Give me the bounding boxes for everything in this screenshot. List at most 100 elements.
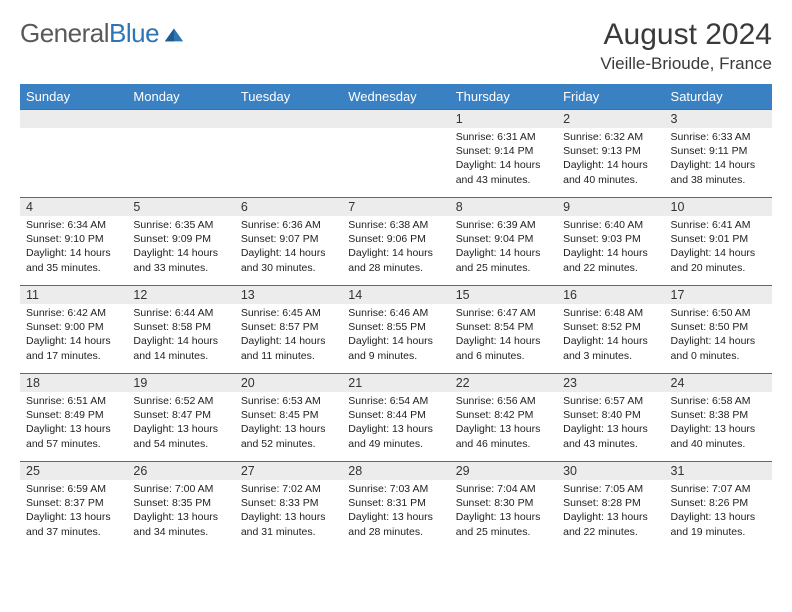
day-body: Sunrise: 6:35 AMSunset: 9:09 PMDaylight:…: [127, 216, 234, 279]
daylight-text: Daylight: 13 hours and 25 minutes.: [456, 510, 551, 538]
sunrise-text: Sunrise: 6:36 AM: [241, 218, 336, 232]
day-header-row: Sunday Monday Tuesday Wednesday Thursday…: [20, 84, 772, 109]
day-body: Sunrise: 6:45 AMSunset: 8:57 PMDaylight:…: [235, 304, 342, 367]
day-cell: 29Sunrise: 7:04 AMSunset: 8:30 PMDayligh…: [450, 461, 557, 549]
daylight-text: Daylight: 13 hours and 46 minutes.: [456, 422, 551, 450]
day-body: Sunrise: 6:53 AMSunset: 8:45 PMDaylight:…: [235, 392, 342, 455]
sunrise-text: Sunrise: 6:41 AM: [671, 218, 766, 232]
day-body: Sunrise: 6:38 AMSunset: 9:06 PMDaylight:…: [342, 216, 449, 279]
day-number: 6: [235, 197, 342, 216]
sunset-text: Sunset: 8:31 PM: [348, 496, 443, 510]
day-number: 4: [20, 197, 127, 216]
sunrise-text: Sunrise: 6:47 AM: [456, 306, 551, 320]
daylight-text: Daylight: 13 hours and 40 minutes.: [671, 422, 766, 450]
day-body: Sunrise: 7:05 AMSunset: 8:28 PMDaylight:…: [557, 480, 664, 543]
sunset-text: Sunset: 8:47 PM: [133, 408, 228, 422]
day-body: [342, 128, 449, 134]
sunrise-text: Sunrise: 7:07 AM: [671, 482, 766, 496]
daylight-text: Daylight: 14 hours and 22 minutes.: [563, 246, 658, 274]
daylight-text: Daylight: 13 hours and 57 minutes.: [26, 422, 121, 450]
day-body: Sunrise: 6:57 AMSunset: 8:40 PMDaylight:…: [557, 392, 664, 455]
day-body: Sunrise: 7:00 AMSunset: 8:35 PMDaylight:…: [127, 480, 234, 543]
sunset-text: Sunset: 8:42 PM: [456, 408, 551, 422]
day-number: 2: [557, 109, 664, 128]
day-number: 12: [127, 285, 234, 304]
daylight-text: Daylight: 14 hours and 38 minutes.: [671, 158, 766, 186]
logo-word-1: General: [20, 18, 109, 48]
sunrise-text: Sunrise: 6:42 AM: [26, 306, 121, 320]
daylight-text: Daylight: 13 hours and 37 minutes.: [26, 510, 121, 538]
col-tuesday: Tuesday: [235, 84, 342, 109]
day-number: 21: [342, 373, 449, 392]
day-number: 14: [342, 285, 449, 304]
daylight-text: Daylight: 13 hours and 28 minutes.: [348, 510, 443, 538]
sunrise-text: Sunrise: 6:57 AM: [563, 394, 658, 408]
col-monday: Monday: [127, 84, 234, 109]
header: GeneralBlue August 2024 Vieille-Brioude,…: [20, 18, 772, 74]
day-cell: 2Sunrise: 6:32 AMSunset: 9:13 PMDaylight…: [557, 109, 664, 197]
day-cell: 20Sunrise: 6:53 AMSunset: 8:45 PMDayligh…: [235, 373, 342, 461]
day-cell: 21Sunrise: 6:54 AMSunset: 8:44 PMDayligh…: [342, 373, 449, 461]
day-number: 31: [665, 461, 772, 480]
day-cell: 31Sunrise: 7:07 AMSunset: 8:26 PMDayligh…: [665, 461, 772, 549]
week-row: 11Sunrise: 6:42 AMSunset: 9:00 PMDayligh…: [20, 285, 772, 373]
day-body: Sunrise: 6:41 AMSunset: 9:01 PMDaylight:…: [665, 216, 772, 279]
sunset-text: Sunset: 8:57 PM: [241, 320, 336, 334]
day-body: Sunrise: 6:58 AMSunset: 8:38 PMDaylight:…: [665, 392, 772, 455]
day-number: 9: [557, 197, 664, 216]
logo-word-2: Blue: [109, 18, 159, 48]
day-cell: 25Sunrise: 6:59 AMSunset: 8:37 PMDayligh…: [20, 461, 127, 549]
sunrise-text: Sunrise: 6:54 AM: [348, 394, 443, 408]
sunrise-text: Sunrise: 7:02 AM: [241, 482, 336, 496]
sunrise-text: Sunrise: 6:58 AM: [671, 394, 766, 408]
day-number: [235, 109, 342, 128]
sunset-text: Sunset: 8:35 PM: [133, 496, 228, 510]
day-body: [127, 128, 234, 134]
col-thursday: Thursday: [450, 84, 557, 109]
sunrise-text: Sunrise: 7:04 AM: [456, 482, 551, 496]
day-cell: 1Sunrise: 6:31 AMSunset: 9:14 PMDaylight…: [450, 109, 557, 197]
daylight-text: Daylight: 13 hours and 54 minutes.: [133, 422, 228, 450]
col-friday: Friday: [557, 84, 664, 109]
daylight-text: Daylight: 13 hours and 34 minutes.: [133, 510, 228, 538]
sunset-text: Sunset: 9:04 PM: [456, 232, 551, 246]
day-cell: 18Sunrise: 6:51 AMSunset: 8:49 PMDayligh…: [20, 373, 127, 461]
day-cell: 16Sunrise: 6:48 AMSunset: 8:52 PMDayligh…: [557, 285, 664, 373]
week-row: 1Sunrise: 6:31 AMSunset: 9:14 PMDaylight…: [20, 109, 772, 197]
sunrise-text: Sunrise: 6:51 AM: [26, 394, 121, 408]
day-cell: 4Sunrise: 6:34 AMSunset: 9:10 PMDaylight…: [20, 197, 127, 285]
sunrise-text: Sunrise: 6:48 AM: [563, 306, 658, 320]
day-cell: 11Sunrise: 6:42 AMSunset: 9:00 PMDayligh…: [20, 285, 127, 373]
sunrise-text: Sunrise: 6:52 AM: [133, 394, 228, 408]
day-cell: [127, 109, 234, 197]
day-number: 1: [450, 109, 557, 128]
daylight-text: Daylight: 14 hours and 20 minutes.: [671, 246, 766, 274]
day-body: Sunrise: 6:56 AMSunset: 8:42 PMDaylight:…: [450, 392, 557, 455]
daylight-text: Daylight: 14 hours and 6 minutes.: [456, 334, 551, 362]
day-body: Sunrise: 6:54 AMSunset: 8:44 PMDaylight:…: [342, 392, 449, 455]
sunrise-text: Sunrise: 6:45 AM: [241, 306, 336, 320]
day-cell: 26Sunrise: 7:00 AMSunset: 8:35 PMDayligh…: [127, 461, 234, 549]
day-number: 16: [557, 285, 664, 304]
day-cell: 6Sunrise: 6:36 AMSunset: 9:07 PMDaylight…: [235, 197, 342, 285]
day-cell: 3Sunrise: 6:33 AMSunset: 9:11 PMDaylight…: [665, 109, 772, 197]
daylight-text: Daylight: 14 hours and 28 minutes.: [348, 246, 443, 274]
sunset-text: Sunset: 8:40 PM: [563, 408, 658, 422]
sunrise-text: Sunrise: 6:31 AM: [456, 130, 551, 144]
day-body: Sunrise: 6:33 AMSunset: 9:11 PMDaylight:…: [665, 128, 772, 191]
sunset-text: Sunset: 8:26 PM: [671, 496, 766, 510]
day-body: Sunrise: 6:44 AMSunset: 8:58 PMDaylight:…: [127, 304, 234, 367]
day-cell: 24Sunrise: 6:58 AMSunset: 8:38 PMDayligh…: [665, 373, 772, 461]
day-number: 23: [557, 373, 664, 392]
sunrise-text: Sunrise: 7:05 AM: [563, 482, 658, 496]
day-body: Sunrise: 6:31 AMSunset: 9:14 PMDaylight:…: [450, 128, 557, 191]
day-number: 25: [20, 461, 127, 480]
col-saturday: Saturday: [665, 84, 772, 109]
day-cell: 23Sunrise: 6:57 AMSunset: 8:40 PMDayligh…: [557, 373, 664, 461]
title-block: August 2024 Vieille-Brioude, France: [600, 18, 772, 74]
week-row: 18Sunrise: 6:51 AMSunset: 8:49 PMDayligh…: [20, 373, 772, 461]
day-body: Sunrise: 6:36 AMSunset: 9:07 PMDaylight:…: [235, 216, 342, 279]
day-number: [342, 109, 449, 128]
day-number: 5: [127, 197, 234, 216]
sunrise-text: Sunrise: 7:00 AM: [133, 482, 228, 496]
